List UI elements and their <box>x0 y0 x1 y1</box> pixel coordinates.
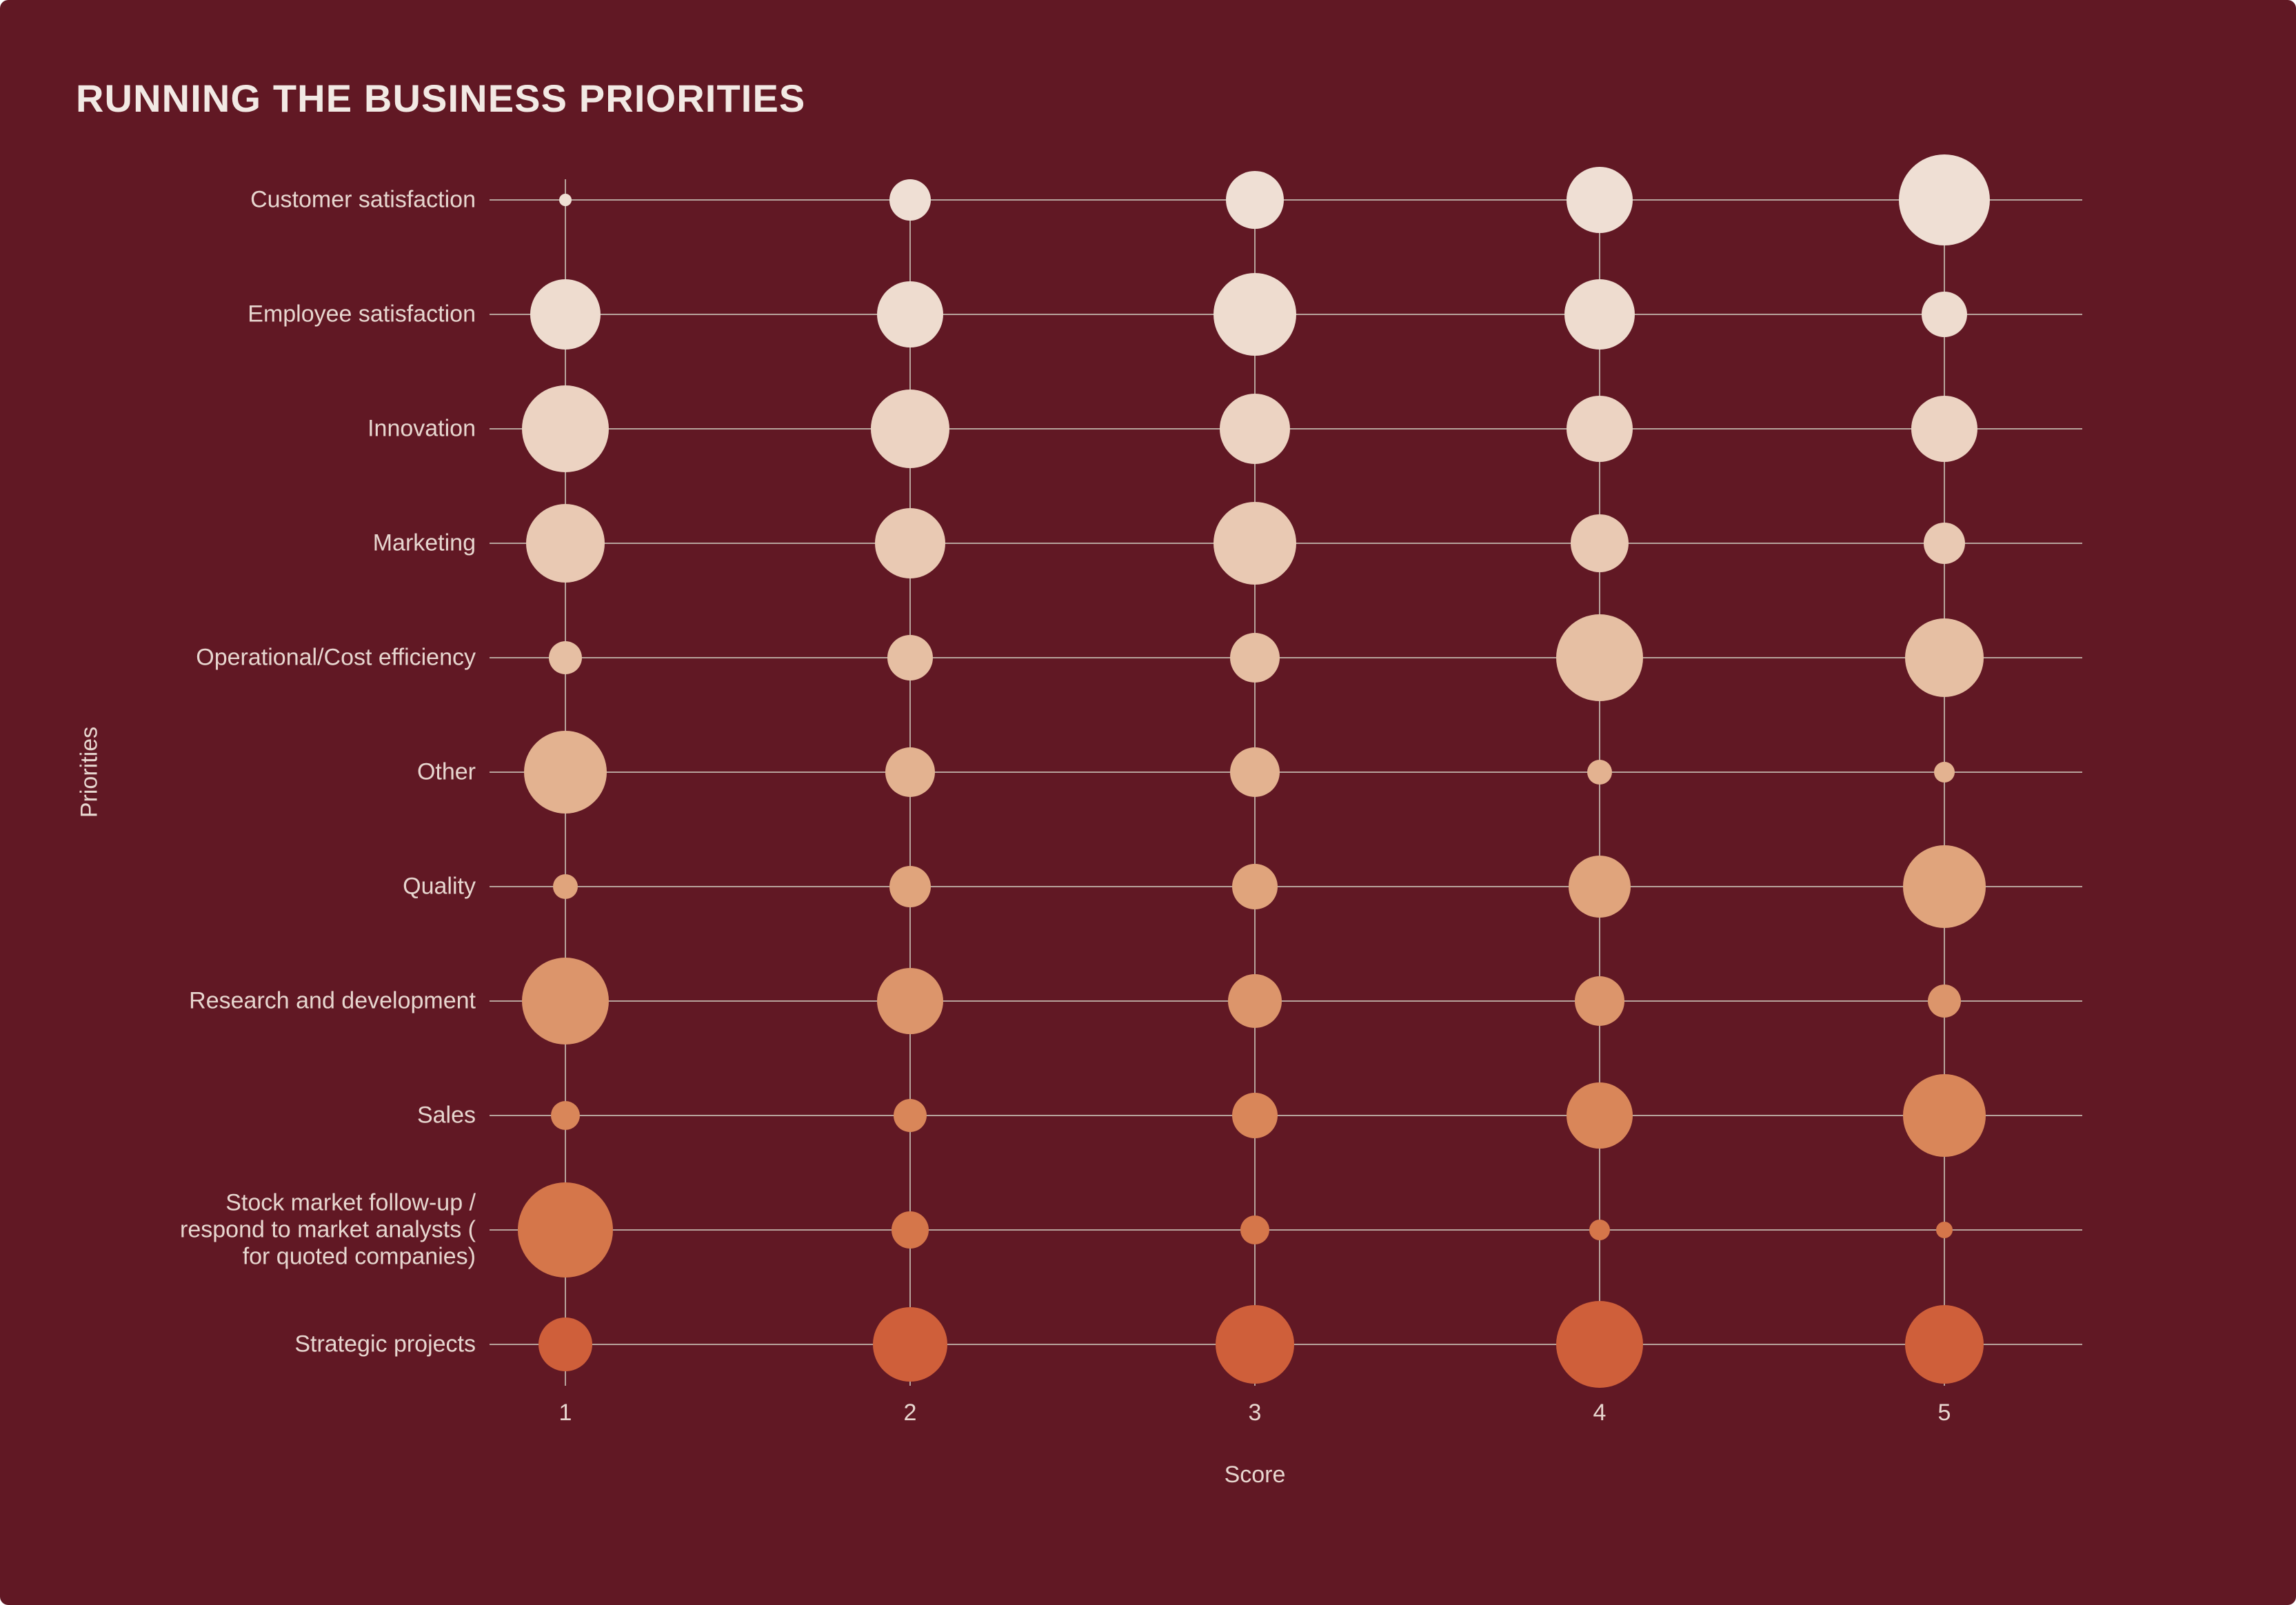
bubble <box>530 279 601 350</box>
y-tick-label: Operational/Cost efficiency <box>117 644 476 671</box>
bubble <box>538 1318 592 1371</box>
bubble <box>551 1101 580 1130</box>
y-tick-label: Sales <box>117 1102 476 1129</box>
bubble <box>877 968 943 1034</box>
bubble <box>1230 633 1280 683</box>
y-tick-label: Other <box>117 758 476 785</box>
gridline-horizontal <box>490 771 2082 773</box>
y-tick-label: Employee satisfaction <box>117 301 476 327</box>
gridline-horizontal <box>490 1000 2082 1002</box>
bubble <box>522 385 609 472</box>
bubble <box>892 1211 929 1249</box>
bubble <box>1240 1215 1269 1244</box>
bubble <box>871 390 949 468</box>
gridline-horizontal <box>490 199 2082 201</box>
chart-container: RUNNING THE BUSINESS PRIORITIES Prioriti… <box>0 0 2296 1605</box>
x-tick-label: 2 <box>904 1400 917 1426</box>
bubble <box>1228 974 1282 1028</box>
bubble <box>1928 985 1961 1018</box>
bubble <box>1226 171 1284 229</box>
bubble <box>1556 1301 1643 1388</box>
bubble <box>1567 167 1633 233</box>
bubble <box>1905 618 1984 697</box>
gridline-horizontal <box>490 1115 2082 1116</box>
bubble <box>1567 396 1633 462</box>
bubble <box>1232 864 1278 909</box>
bubble <box>1575 976 1624 1026</box>
bubble <box>549 641 582 674</box>
gridline-horizontal <box>490 886 2082 887</box>
y-tick-label: Stock market follow-up / respond to mark… <box>117 1189 476 1270</box>
bubble <box>1911 396 1977 462</box>
bubble <box>518 1182 613 1278</box>
bubble <box>877 281 943 347</box>
bubble <box>1905 1305 1984 1384</box>
bubble <box>1587 760 1612 785</box>
gridline-horizontal <box>490 1229 2082 1231</box>
bubble <box>1922 292 1967 337</box>
bubble <box>1567 1082 1633 1149</box>
chart-title: RUNNING THE BUSINESS PRIORITIES <box>76 76 805 121</box>
bubble <box>1220 394 1290 464</box>
bubble <box>1216 1305 1294 1384</box>
bubble <box>522 958 609 1044</box>
y-axis-title: Priorities <box>77 727 103 818</box>
bubble <box>1589 1220 1610 1240</box>
bubble <box>1936 1222 1953 1238</box>
bubble <box>1232 1093 1278 1138</box>
bubble <box>559 194 572 206</box>
bubble <box>875 508 945 578</box>
x-tick-label: 5 <box>1938 1400 1951 1426</box>
x-tick-label: 3 <box>1249 1400 1262 1426</box>
y-tick-label: Customer satisfaction <box>117 186 476 213</box>
bubble <box>1230 747 1280 797</box>
bubble <box>524 731 607 814</box>
gridline-horizontal <box>490 657 2082 658</box>
y-tick-label: Quality <box>117 873 476 900</box>
bubble <box>889 179 931 221</box>
bubble <box>526 504 605 583</box>
bubble <box>887 635 933 680</box>
bubble <box>1569 856 1631 918</box>
bubble <box>1899 154 1990 245</box>
bubble <box>1571 514 1629 572</box>
bubble <box>894 1099 927 1132</box>
bubble <box>885 747 935 797</box>
y-tick-label: Marketing <box>117 529 476 556</box>
x-tick-label: 4 <box>1593 1400 1607 1426</box>
bubble <box>1934 762 1955 783</box>
bubble <box>1214 273 1296 356</box>
bubble <box>889 866 931 907</box>
bubble <box>1556 614 1643 701</box>
bubble <box>1903 1074 1986 1157</box>
bubble <box>1564 279 1635 350</box>
bubble <box>553 874 578 899</box>
x-axis-title: Score <box>1225 1462 1286 1488</box>
y-tick-label: Research and development <box>117 987 476 1014</box>
bubble <box>1903 845 1986 928</box>
bubble <box>1214 502 1296 585</box>
gridline-vertical <box>1944 179 1945 1386</box>
bubble <box>1924 523 1965 564</box>
x-tick-label: 1 <box>559 1400 572 1426</box>
y-tick-label: Innovation <box>117 415 476 442</box>
bubble <box>873 1307 947 1382</box>
y-tick-label: Strategic projects <box>117 1331 476 1357</box>
